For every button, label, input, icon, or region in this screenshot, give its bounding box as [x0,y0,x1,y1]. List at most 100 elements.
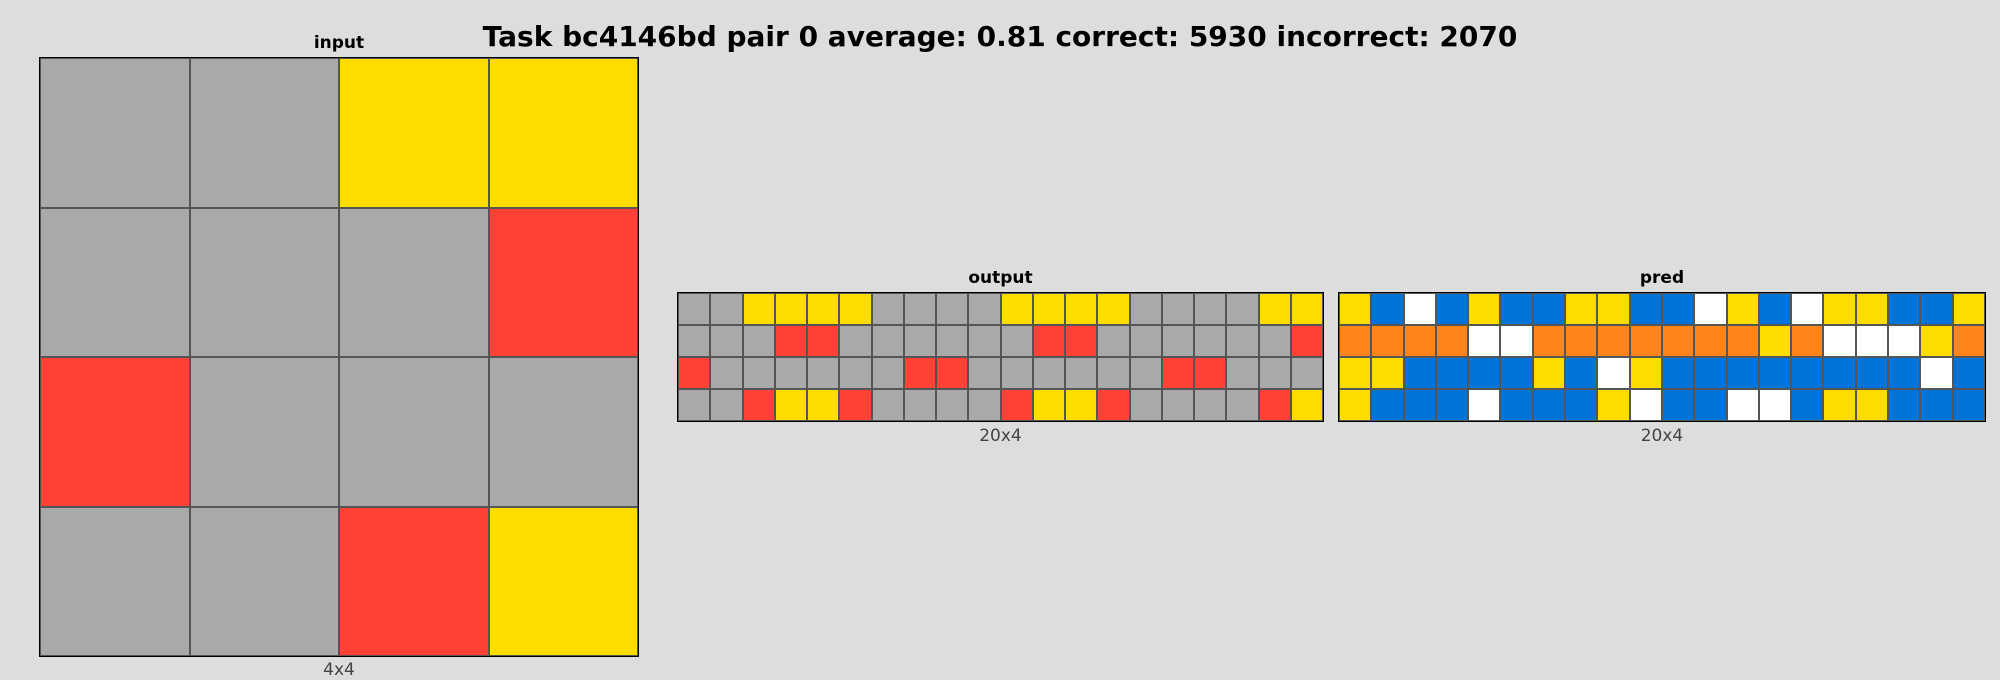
output-grid-cell [1065,325,1098,357]
pred-grid-cell [1500,293,1533,325]
pred-grid-cell [1597,325,1630,357]
pred-grid-cell [1920,325,1953,357]
pred-grid-cell [1758,325,1792,357]
pred-grid-cell [1855,357,1889,389]
pred-grid-cell [1888,389,1921,421]
pred-grid-cell [1371,293,1404,325]
pred-grid-cell [1661,293,1695,325]
pred-grid-cell [1565,293,1598,325]
input-grid-cell [488,357,638,507]
input-grid-cell [488,506,638,656]
output-grid-cell [936,389,969,421]
pred-grid-cell [1371,357,1404,389]
output-grid-cell [1226,325,1259,357]
output-grid-cell [903,389,936,421]
output-panel-title: output [968,268,1033,288]
output-grid-cell [903,293,936,325]
figure-title: Task bc4146bd pair 0 average: 0.81 corre… [482,20,1518,53]
output-grid-cell [903,325,936,357]
pred-grid-cell [1726,389,1759,421]
output-grid-cell [807,293,840,325]
pred-grid-cell [1791,325,1824,357]
output-grid-cell [1065,357,1098,389]
output-grid-cell [774,357,807,389]
output-grid-cell [710,293,743,325]
pred-grid-cell [1532,293,1566,325]
pred-grid-cell [1500,357,1533,389]
output-grid-cell [1290,389,1323,421]
pred-panel-title: pred [1639,268,1685,288]
pred-grid-cell [1758,389,1792,421]
input-grid-cell [189,207,339,357]
input-grid-cell [339,207,489,357]
output-grid-cell [678,357,711,389]
output-grid-cell [774,389,807,421]
output-grid-cell [1129,325,1162,357]
input-panel-title: input [313,33,365,53]
output-grid-cell [968,389,1001,421]
pred-grid-cell [1629,293,1662,325]
pred-grid-cell [1339,293,1372,325]
pred-grid-cell [1565,325,1598,357]
pred-grid-cell [1371,325,1404,357]
pred-grid-cell [1435,389,1469,421]
pred-grid-cell [1403,389,1436,421]
pred-grid-cell [1597,389,1630,421]
output-grid-cell [678,293,711,325]
pred-grid-cell [1791,389,1824,421]
pred-grid-cell [1339,357,1372,389]
pred-grid-cell [1500,389,1533,421]
input-grid-cell [40,357,190,507]
output-grid-cell [1194,325,1227,357]
pred-grid-cell [1403,293,1436,325]
output-grid-cell [1290,325,1323,357]
output-grid-cell [1290,357,1323,389]
input-grid-cell [488,58,638,208]
input-grid-cell [40,207,190,357]
output-grid-cell [1097,293,1130,325]
input-grid-cell [339,58,489,208]
output-grid-cell [871,357,904,389]
pred-grid-cell [1823,389,1856,421]
output-grid-cell [1161,293,1194,325]
pred-grid-cell [1952,325,1985,357]
output-grid-cell [839,293,872,325]
pred-grid-cell [1952,389,1985,421]
output-grid-cell [1032,357,1065,389]
output-grid-cell [968,357,1001,389]
input-grid-cell [189,58,339,208]
output-grid-cell [1000,325,1033,357]
output-grid-cell [710,325,743,357]
output-grid-cell [1226,389,1259,421]
pred-grid-cell [1565,389,1598,421]
pred-grid-cell [1435,293,1469,325]
pred-grid-size-label: 20x4 [1640,426,1684,446]
output-grid-cell [839,389,872,421]
output-grid-cell [678,325,711,357]
pred-grid-cell [1855,293,1889,325]
output-grid [677,292,1324,422]
pred-grid-cell [1339,325,1372,357]
input-grid-cell [189,357,339,507]
pred-grid-cell [1920,293,1953,325]
pred-grid-cell [1758,357,1792,389]
output-grid-cell [742,357,775,389]
pred-grid-cell [1629,389,1662,421]
output-grid-cell [1065,389,1098,421]
pred-grid-cell [1597,357,1630,389]
output-grid-cell [936,293,969,325]
pred-grid-cell [1920,357,1953,389]
pred-grid-cell [1597,293,1630,325]
pred-grid-cell [1952,357,1985,389]
pred-grid-cell [1532,357,1566,389]
pred-grid-cell [1694,293,1727,325]
output-grid-cell [1097,389,1130,421]
pred-grid-cell [1435,357,1469,389]
pred-grid-cell [1565,357,1598,389]
pred-grid-cell [1629,357,1662,389]
output-grid-cell [774,325,807,357]
output-grid-cell [774,293,807,325]
pred-grid-cell [1661,357,1695,389]
output-grid-cell [1258,293,1291,325]
output-grid-cell [1194,357,1227,389]
